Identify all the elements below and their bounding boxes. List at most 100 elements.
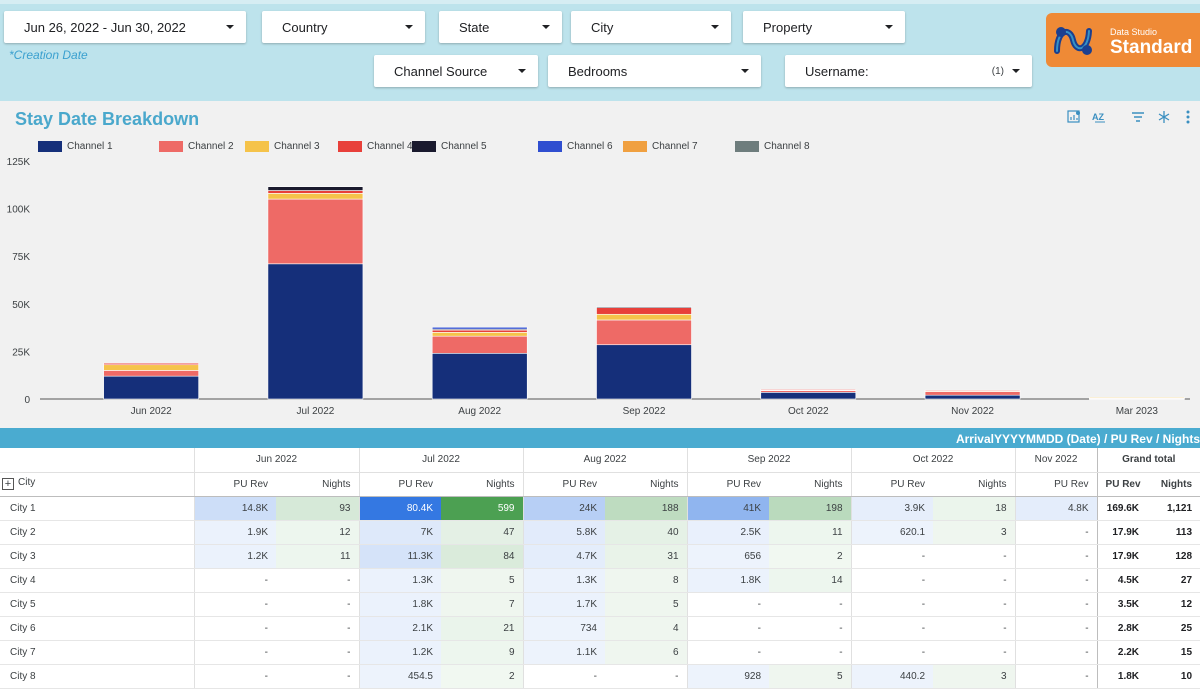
bar-segment[interactable] [103, 370, 199, 377]
pu-rev-header[interactable]: PU Rev [686, 472, 770, 497]
chevron-down-icon [405, 25, 413, 29]
legend-item[interactable]: Channel 7 [623, 141, 698, 152]
table-row[interactable]: City 3 1.2K 11 11.3K 84 4.7K 31 656 2- - -17.9K 128 [0, 544, 1200, 569]
table-row[interactable]: City 5- -1.8K 7 1.7K 5- - - - -3.5K 12 [0, 592, 1200, 617]
pu-rev-header[interactable]: PU Rev [522, 472, 605, 497]
nights-header[interactable]: Nights [441, 472, 523, 497]
bar-segment[interactable] [924, 394, 1021, 400]
pu-rev-cell: 1.1K [522, 640, 605, 665]
table-row[interactable]: City 7- -1.2K 9 1.1K 6- - - - -2.2K 15 [0, 640, 1200, 665]
chevron-down-icon [711, 25, 719, 29]
username-filter[interactable]: Username: (1) [785, 55, 1032, 87]
bedrooms-filter[interactable]: Bedrooms [548, 55, 761, 87]
table-row[interactable]: City 4- -1.3K 5 1.3K 8 1.8K 14- - -4.5K 27 [0, 568, 1200, 593]
bar-segment[interactable] [103, 362, 199, 366]
pu-rev-cell: 1.2K [193, 544, 276, 569]
bar-segment[interactable] [596, 313, 692, 321]
bar-segment[interactable] [103, 364, 199, 371]
nights-cell: 188 [605, 496, 688, 521]
pu-rev-header[interactable]: PU Rev [850, 472, 934, 497]
pu-rev-cell: 41K [686, 496, 770, 521]
pu-rev-cell: 3.9K [850, 496, 934, 521]
legend-item[interactable]: Channel 1 [38, 141, 113, 152]
grand-total-pu-rev-header[interactable]: PU Rev [1096, 472, 1148, 497]
bar-segment[interactable] [924, 391, 1021, 396]
bar-segment[interactable] [596, 344, 692, 400]
pu-rev-header[interactable]: PU Rev [358, 472, 441, 497]
nights-cell: - [769, 616, 852, 641]
bar-segment[interactable] [267, 190, 364, 194]
table-row[interactable]: City 1 14.8K 93 80.4K 599 24K 188 41K 198 3.9K 18 4… [0, 496, 1200, 521]
bar-segment[interactable] [760, 389, 857, 391]
legend-swatch [538, 141, 562, 152]
explore-chart-icon[interactable] [1064, 108, 1084, 126]
city-cell: City 1 [0, 496, 194, 521]
bar-segment[interactable] [267, 198, 364, 265]
table-row[interactable]: City 8- -454.5 2- -928 5 440.2 3-1.8K 10 [0, 664, 1200, 689]
corner-cell [0, 448, 194, 473]
bar-segment[interactable] [431, 335, 528, 354]
legend-item[interactable]: Channel 5 [412, 141, 487, 152]
bar-segment[interactable] [267, 263, 364, 400]
bar-segment[interactable] [596, 319, 692, 346]
nights-cell: 5 [441, 568, 523, 593]
pu-rev-header[interactable]: PU Rev [193, 472, 276, 497]
grand-total-nights-cell: 128 [1147, 544, 1200, 569]
channel-source-filter[interactable]: Channel Source [374, 55, 538, 87]
nights-cell: 14 [769, 568, 852, 593]
pu-rev-cell: - [193, 640, 276, 665]
grand-total-nights-header[interactable]: Nights [1147, 472, 1200, 497]
legend-item[interactable]: Channel 3 [245, 141, 320, 152]
nights-header[interactable]: Nights [605, 472, 688, 497]
bar-segment[interactable] [431, 329, 528, 333]
legend-item[interactable]: Channel 2 [159, 141, 234, 152]
username-count: (1) [991, 65, 1004, 77]
grand-total-rev-cell: 4.5K [1096, 568, 1148, 593]
expand-plus-icon[interactable]: + [2, 477, 14, 490]
table-row[interactable]: City 2 1.9K 12 7K 47 5.8K 40 2.5K 11 620.1 3-17.9K… [0, 520, 1200, 545]
pu-rev-cell: - [1014, 592, 1098, 617]
bar-segment[interactable] [103, 375, 199, 400]
more-vert-icon[interactable] [1178, 108, 1198, 126]
nights-cell: 4 [605, 616, 688, 641]
city-filter[interactable]: City [571, 11, 731, 43]
bar-segment[interactable] [1089, 397, 1185, 399]
nights-header[interactable]: Nights [933, 472, 1016, 497]
x-tick-label: Jul 2022 [297, 406, 335, 417]
x-tick-label: Oct 2022 [788, 406, 829, 417]
pu-rev-cell: - [1014, 544, 1098, 569]
sort-az-icon[interactable]: AZ [1090, 108, 1110, 126]
city-cell: City 5 [0, 592, 194, 617]
nights-header[interactable]: Nights [276, 472, 359, 497]
bar-segment[interactable] [924, 389, 1021, 392]
pu-rev-cell: 14.8K [193, 496, 276, 521]
city-cell: City 6 [0, 616, 194, 641]
pu-rev-header[interactable]: PU Rev [1014, 472, 1098, 497]
bar-segment[interactable] [267, 193, 364, 200]
bar-segment[interactable] [760, 392, 857, 400]
nights-cell: - [769, 592, 852, 617]
bar-segment[interactable] [267, 186, 364, 191]
legend-swatch [338, 141, 362, 152]
bar-segment[interactable] [596, 307, 692, 315]
table-row[interactable]: City 6- -2.1K 21 734 4- - - - -2.8K 25 [0, 616, 1200, 641]
filter-icon[interactable] [1128, 108, 1148, 126]
pu-rev-cell: - [1014, 616, 1098, 641]
legend-item[interactable]: Channel 8 [735, 141, 810, 152]
pu-rev-cell: - [850, 616, 934, 641]
grand-total-nights-cell: 12 [1147, 592, 1200, 617]
state-filter[interactable]: State [439, 11, 562, 43]
country-filter[interactable]: Country [262, 11, 425, 43]
bar-segment[interactable] [431, 326, 528, 330]
drill-icon[interactable] [1154, 108, 1174, 126]
legend-item[interactable]: Channel 4 [338, 141, 413, 152]
bar-segment[interactable] [431, 332, 528, 337]
pu-rev-cell: - [686, 592, 770, 617]
date-range-filter[interactable]: Jun 26, 2022 - Jun 30, 2022 [4, 11, 246, 43]
bar-segment[interactable] [596, 306, 692, 308]
bar-segment[interactable] [431, 353, 528, 400]
property-filter[interactable]: Property [743, 11, 905, 43]
legend-item[interactable]: Channel 6 [538, 141, 613, 152]
pu-rev-cell: 1.3K [522, 568, 605, 593]
nights-header[interactable]: Nights [769, 472, 852, 497]
